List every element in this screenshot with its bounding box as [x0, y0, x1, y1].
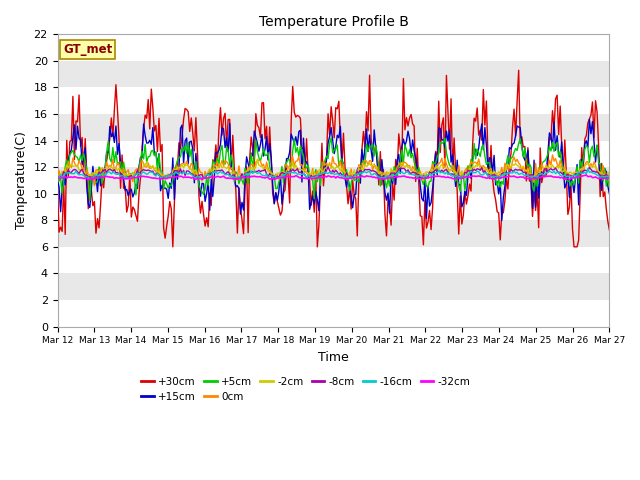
Bar — [58, 35, 609, 61]
Bar — [58, 87, 609, 114]
Y-axis label: Temperature(C): Temperature(C) — [15, 132, 28, 229]
Legend: +30cm, +15cm, +5cm, 0cm, -2cm, -8cm, -16cm, -32cm: +30cm, +15cm, +5cm, 0cm, -2cm, -8cm, -16… — [138, 372, 474, 406]
Bar — [58, 141, 609, 167]
Bar — [58, 167, 609, 194]
Title: Temperature Profile B: Temperature Profile B — [259, 15, 408, 29]
Bar — [58, 61, 609, 87]
Bar — [58, 247, 609, 274]
Bar — [58, 300, 609, 326]
Bar — [58, 114, 609, 141]
Text: GT_met: GT_met — [63, 43, 112, 56]
Bar — [58, 274, 609, 300]
X-axis label: Time: Time — [318, 351, 349, 364]
Bar — [58, 220, 609, 247]
Bar — [58, 194, 609, 220]
